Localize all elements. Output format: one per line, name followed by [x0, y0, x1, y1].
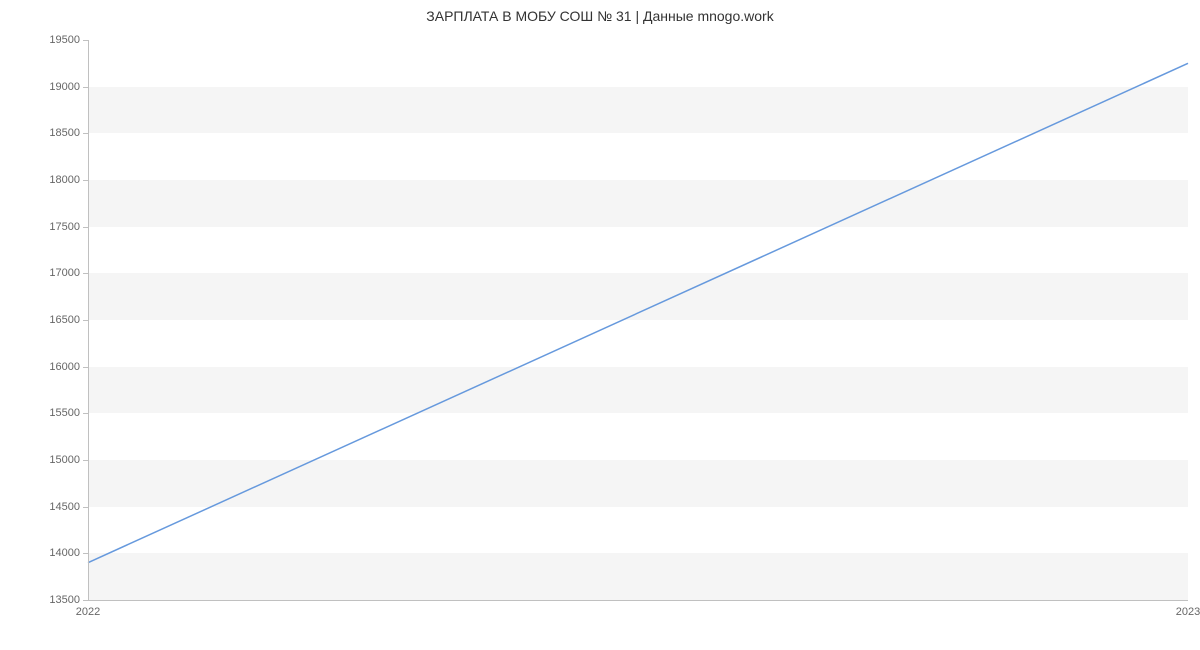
x-tick-label: 2022 — [76, 600, 100, 618]
salary-line-chart: ЗАРПЛАТА В МОБУ СОШ № 31 | Данные mnogo.… — [0, 0, 1200, 650]
series-salary — [88, 63, 1188, 562]
y-axis-line — [88, 40, 89, 600]
series-line — [88, 40, 1188, 600]
x-tick-label: 2023 — [1176, 600, 1200, 618]
plot-area: 1350014000145001500015500160001650017000… — [88, 40, 1188, 600]
x-axis-line — [88, 600, 1188, 601]
chart-title: ЗАРПЛАТА В МОБУ СОШ № 31 | Данные mnogo.… — [0, 8, 1200, 24]
